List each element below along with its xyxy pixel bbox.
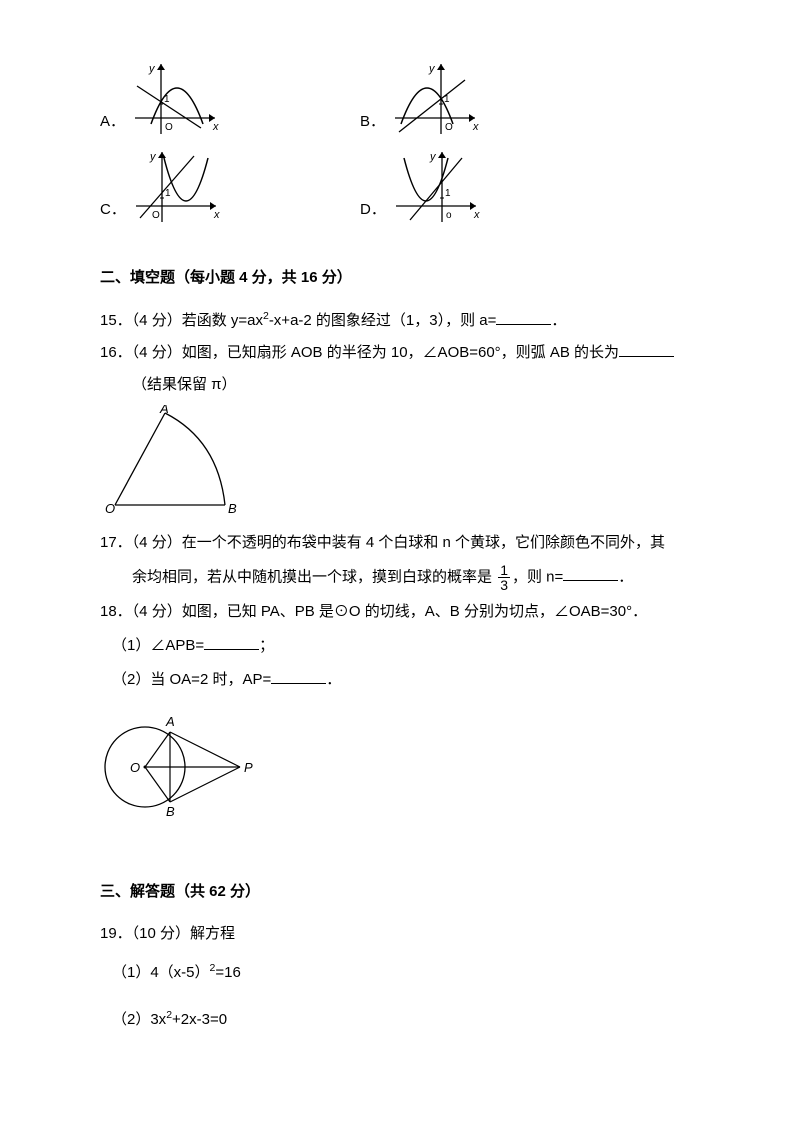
question-18-line1: 18．（4 分）如图，已知 PA、PB 是⊙O 的切线，A、B 分别为切点，∠O… xyxy=(100,600,700,624)
option-c-label: C． xyxy=(100,198,126,226)
option-c: C． x y O 1 xyxy=(100,148,360,226)
graph-a: x y O 1 xyxy=(131,60,219,138)
graph-c: x y O 1 xyxy=(132,148,220,226)
svg-text:y: y xyxy=(148,63,156,75)
q15-text-a: 15．（4 分）若函数 y=ax xyxy=(100,312,263,329)
question-17-line2: 余均相同，若从中随机摸出一个球，摸到白球的概率是 1 3 ，则 n= ． xyxy=(132,563,700,592)
question-19-sub1: （1）4（x-5）2=16 xyxy=(112,960,700,985)
q17-fraction: 1 3 xyxy=(498,563,510,592)
q18-blank1 xyxy=(204,634,259,650)
question-15: 15．（4 分）若函数 y=ax2-x+a-2 的图象经过（1，3），则 a=． xyxy=(100,308,700,333)
section-2-title: 二、填空题（每小题 4 分，共 16 分） xyxy=(100,266,700,290)
q17-text-b: ，则 n= xyxy=(512,568,563,585)
question-16-line2: （结果保留 π） xyxy=(132,373,700,397)
figure-tangent-circle: A O B P xyxy=(100,702,260,832)
q15-text-c: ． xyxy=(551,312,566,329)
q18-sub1-b: ； xyxy=(259,637,274,654)
question-16-line1: 16．（4 分）如图，已知扇形 AOB 的半径为 10，∠AOB=60°，则弧 … xyxy=(100,341,700,365)
sector-label-a: A xyxy=(159,405,169,416)
svg-text:O: O xyxy=(445,122,453,133)
sector-label-o: O xyxy=(105,501,115,515)
option-b-label: B． xyxy=(360,110,385,138)
q15-blank xyxy=(496,309,551,325)
svg-text:1: 1 xyxy=(165,188,171,199)
option-d: D． x y o 1 xyxy=(360,148,620,226)
q16-blank xyxy=(619,341,674,357)
question-18-sub2: （2）当 OA=2 时，AP= ． xyxy=(112,668,700,692)
svg-text:y: y xyxy=(429,151,437,163)
q18-sub2-b: ． xyxy=(326,671,341,688)
svg-text:y: y xyxy=(428,63,436,75)
svg-text:O: O xyxy=(152,210,160,221)
graph-d: x y o 1 xyxy=(392,148,480,226)
svg-text:1: 1 xyxy=(164,94,170,105)
graph-b: x y O 1 xyxy=(391,60,479,138)
option-d-label: D． xyxy=(360,198,386,226)
svg-text:y: y xyxy=(149,151,157,163)
circle-label-p: P xyxy=(244,760,253,775)
option-row-1: A． x y O 1 B． xyxy=(100,60,700,138)
svg-text:x: x xyxy=(212,121,219,133)
svg-text:o: o xyxy=(446,210,452,221)
sector-label-b: B xyxy=(228,501,237,515)
section-3-title: 三、解答题（共 62 分） xyxy=(100,880,700,904)
q16-text-a: 16．（4 分）如图，已知扇形 AOB 的半径为 10，∠AOB=60°，则弧 … xyxy=(100,344,619,361)
question-19-line1: 19．（10 分）解方程 xyxy=(100,922,700,946)
circle-label-a: A xyxy=(165,714,175,729)
svg-text:x: x xyxy=(213,209,220,221)
question-17-line1: 17．（4 分）在一个不透明的布袋中装有 4 个白球和 n 个黄球，它们除颜色不… xyxy=(100,531,700,555)
q17-text-c: ． xyxy=(618,568,633,585)
q17-text-a: 余均相同，若从中随机摸出一个球，摸到白球的概率是 xyxy=(132,568,492,585)
svg-text:x: x xyxy=(472,121,479,133)
circle-label-b: B xyxy=(166,804,175,819)
option-b: B． x y O 1 xyxy=(360,60,620,138)
q17-blank xyxy=(563,565,618,581)
svg-text:O: O xyxy=(165,122,173,133)
q18-sub2-a: （2）当 OA=2 时，AP= xyxy=(112,671,271,688)
q19-sub2-a: （2）3x xyxy=(112,1011,166,1028)
svg-text:x: x xyxy=(473,209,480,221)
q17-frac-num: 1 xyxy=(498,563,510,578)
question-18-sub1: （1）∠APB= ； xyxy=(112,634,700,658)
q19-sub2-b: +2x-3=0 xyxy=(172,1011,227,1028)
q19-sub1-b: =16 xyxy=(215,964,240,981)
q17-frac-den: 3 xyxy=(498,578,510,592)
circle-label-o: O xyxy=(130,760,140,775)
question-19-sub2: （2）3x2+2x-3=0 xyxy=(112,1007,700,1032)
q18-blank2 xyxy=(271,668,326,684)
option-row-2: C． x y O 1 D． x xyxy=(100,148,700,226)
q19-sub1-a: （1）4（x-5） xyxy=(112,964,210,981)
q15-text-b: -x+a-2 的图象经过（1，3），则 a= xyxy=(269,312,497,329)
option-a: A． x y O 1 xyxy=(100,60,360,138)
svg-text:1: 1 xyxy=(445,188,451,199)
q18-sub1-a: （1）∠APB= xyxy=(112,637,204,654)
figure-sector: A O B xyxy=(100,405,250,515)
option-a-label: A． xyxy=(100,110,125,138)
svg-text:1: 1 xyxy=(444,94,450,105)
